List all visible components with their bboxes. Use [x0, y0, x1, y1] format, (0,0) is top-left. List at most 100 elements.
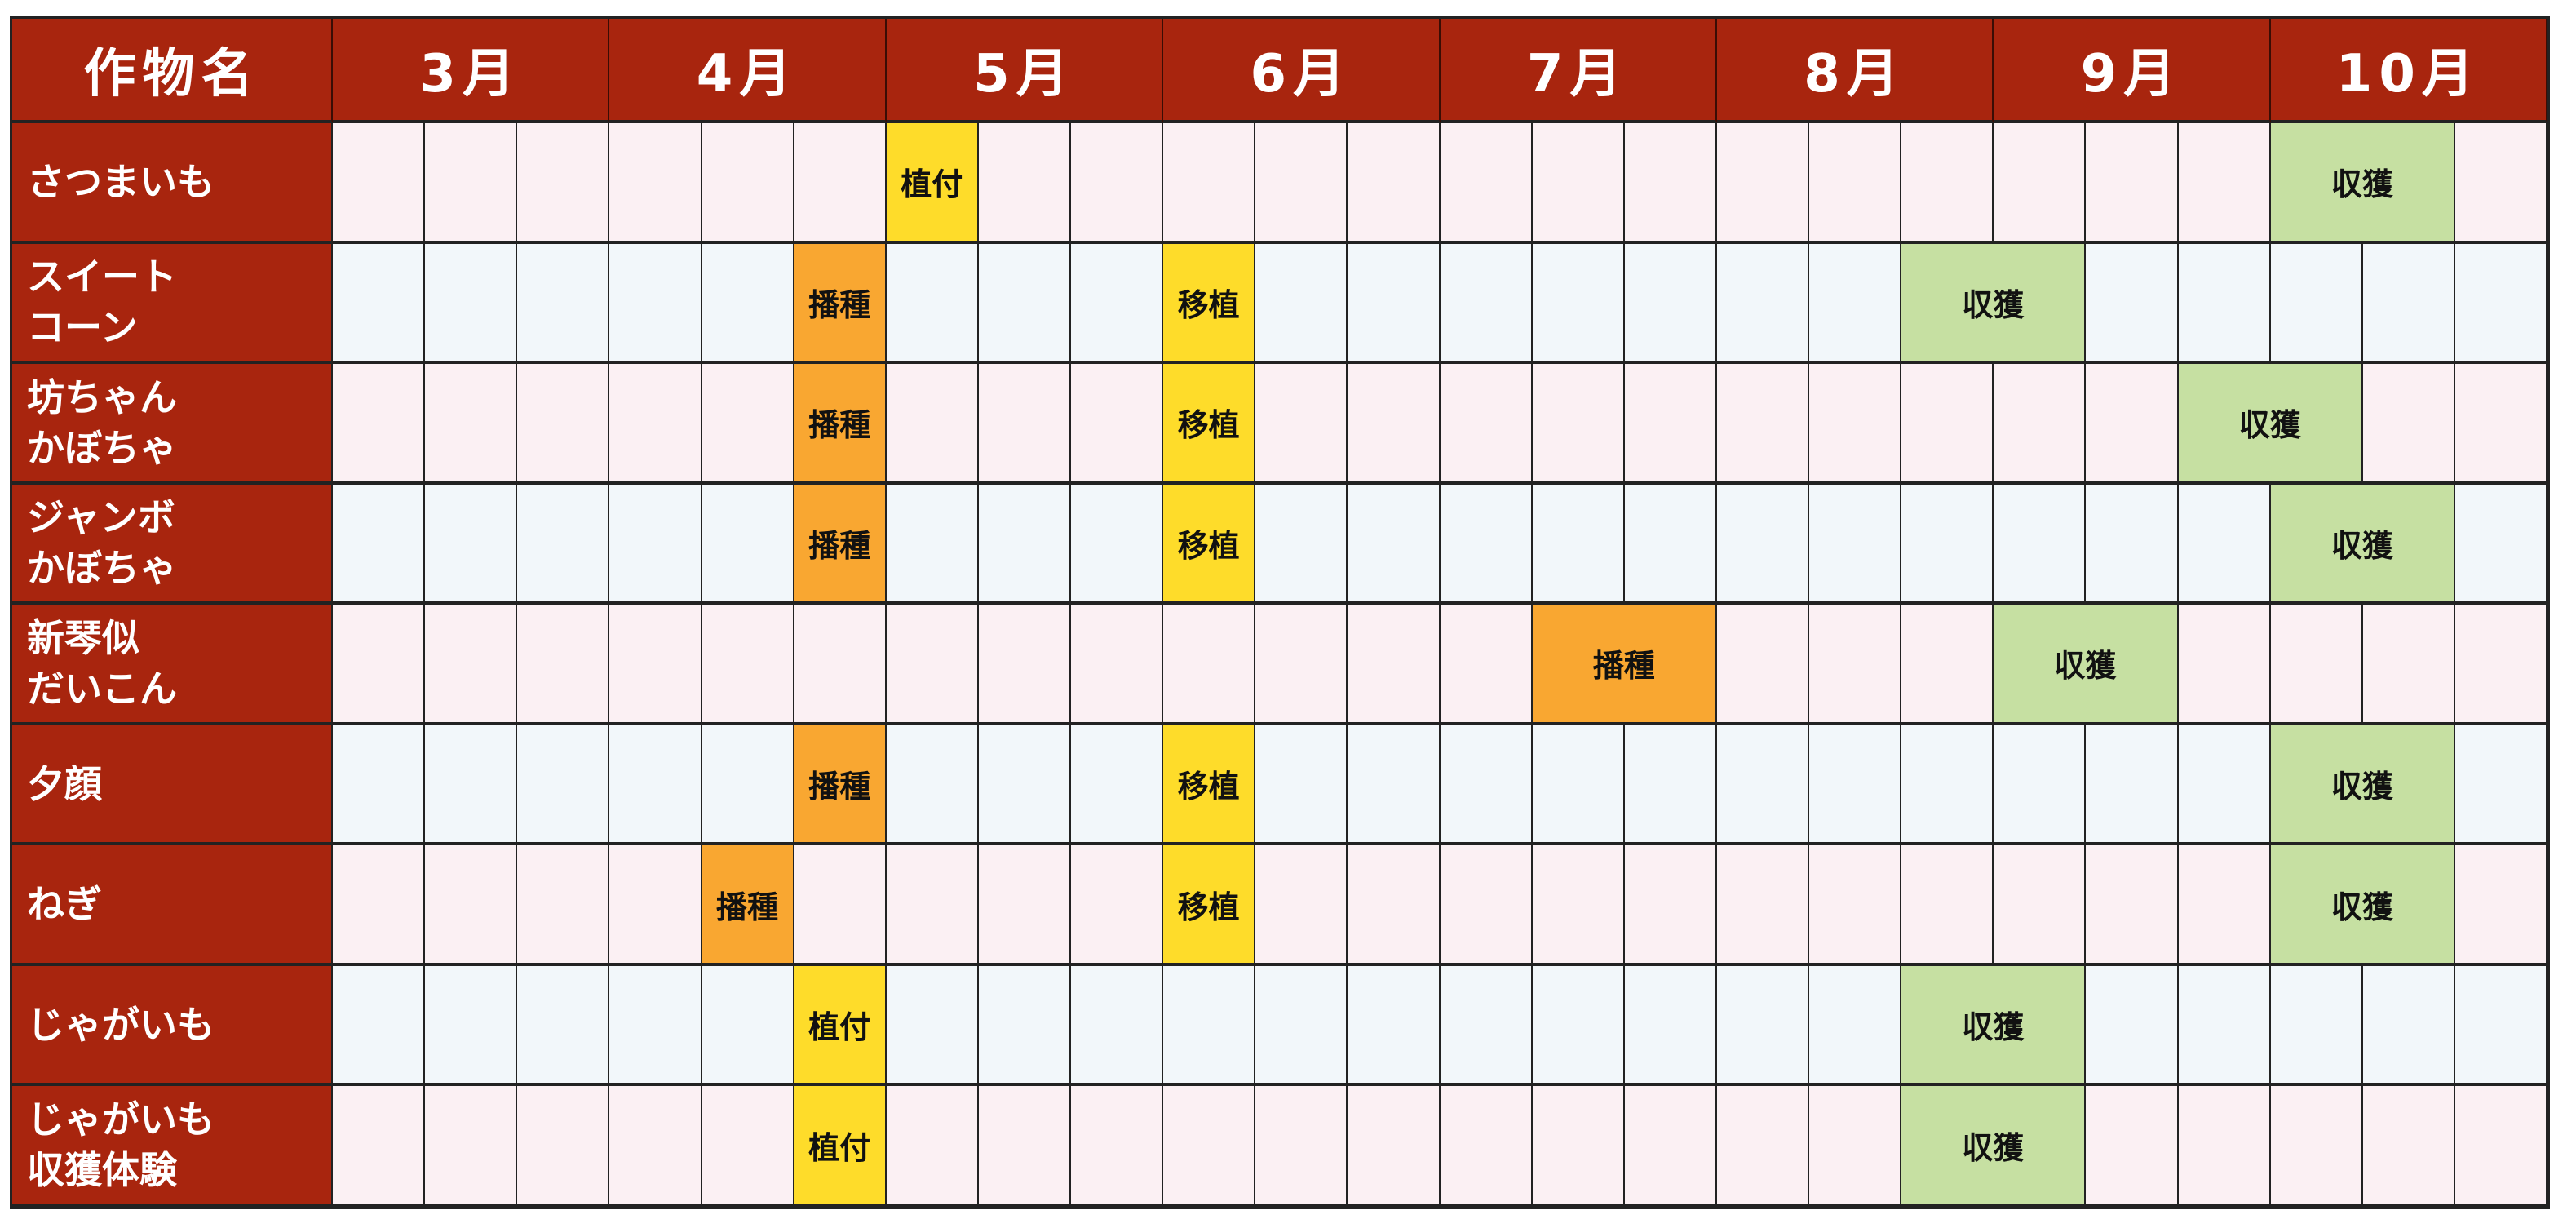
schedule-cell — [1163, 1086, 1256, 1207]
schedule-cell — [1624, 845, 1717, 966]
schedule-cell — [1348, 845, 1441, 966]
schedule-cell — [1716, 965, 1809, 1087]
crop-name: ジャンボ かぼちゃ — [12, 484, 333, 605]
schedule-cell — [2270, 243, 2363, 365]
schedule-cell — [1255, 845, 1348, 966]
schedule-cell — [2178, 243, 2271, 365]
schedule-cell — [1440, 965, 1533, 1087]
schedule-cell — [2086, 965, 2179, 1087]
schedule-cell — [1994, 484, 2087, 605]
schedule-cell — [1348, 243, 1441, 365]
schedule-cell — [886, 243, 979, 365]
event-収獲: 収獲 — [2270, 725, 2455, 846]
event-収獲: 収獲 — [1901, 1086, 2087, 1207]
crop-schedule-table: 作物名 3月 4月 5月 6月 7月 8月 9月 10月 さつまいも 植付 収獲 スイート コーン 播種… — [10, 16, 2550, 1209]
schedule-cell — [1809, 484, 1902, 605]
schedule-cell — [2454, 965, 2547, 1087]
schedule-cell — [1809, 123, 1902, 244]
schedule-cell — [978, 243, 1071, 365]
schedule-cell — [1994, 725, 2087, 846]
schedule-cell — [1716, 1086, 1809, 1207]
schedule-cell — [517, 364, 610, 485]
schedule-cell — [425, 364, 518, 485]
schedule-cell — [1532, 965, 1625, 1087]
schedule-cell — [2362, 605, 2455, 725]
schedule-cell — [886, 364, 979, 485]
schedule-cell — [2086, 845, 2179, 966]
schedule-cell — [978, 965, 1071, 1087]
schedule-cell — [1348, 364, 1441, 485]
schedule-cell — [1163, 965, 1256, 1087]
schedule-cell — [1071, 605, 1164, 725]
schedule-cell — [1071, 1086, 1164, 1207]
schedule-cell — [1716, 484, 1809, 605]
schedule-cell — [1440, 605, 1533, 725]
event-植付: 植付 — [886, 123, 979, 244]
schedule-cell — [1348, 605, 1441, 725]
schedule-cell — [1624, 965, 1717, 1087]
schedule-cell — [794, 123, 887, 244]
schedule-cell — [886, 605, 979, 725]
schedule-cell — [517, 965, 610, 1087]
event-収獲: 収獲 — [2178, 364, 2363, 485]
schedule-cell — [1624, 725, 1717, 846]
schedule-cell — [1901, 725, 1994, 846]
schedule-cell — [517, 605, 610, 725]
schedule-cell — [702, 1086, 794, 1207]
schedule-cell — [978, 484, 1071, 605]
schedule-cell — [794, 845, 887, 966]
schedule-cell — [517, 243, 610, 365]
schedule-cell — [702, 243, 794, 365]
schedule-cell — [1071, 123, 1164, 244]
schedule-cell — [1901, 484, 1994, 605]
schedule-cell — [2086, 364, 2179, 485]
schedule-cell — [333, 605, 426, 725]
schedule-cell — [333, 1086, 426, 1207]
schedule-cell — [978, 725, 1071, 846]
event-移植: 移植 — [1163, 243, 1256, 365]
schedule-cell — [425, 845, 518, 966]
schedule-cell — [2362, 243, 2455, 365]
schedule-cell — [702, 605, 794, 725]
schedule-cell — [2362, 1086, 2455, 1207]
schedule-cell — [1624, 484, 1717, 605]
crop-name: じゃがいも — [12, 965, 333, 1087]
schedule-cell — [425, 725, 518, 846]
schedule-cell — [886, 845, 979, 966]
schedule-cell — [1809, 364, 1902, 485]
schedule-cell — [1440, 123, 1533, 244]
schedule-cell — [1716, 243, 1809, 365]
schedule-cell — [1994, 364, 2087, 485]
schedule-cell — [1255, 123, 1348, 244]
schedule-cell — [2270, 605, 2363, 725]
crop-name: 夕顔 — [12, 725, 333, 846]
schedule-cell — [702, 123, 794, 244]
schedule-cell — [886, 725, 979, 846]
schedule-cell — [978, 1086, 1071, 1207]
month-header: 6月 — [1163, 19, 1441, 123]
schedule-cell — [333, 965, 426, 1087]
schedule-cell — [978, 605, 1071, 725]
event-移植: 移植 — [1163, 845, 1256, 966]
month-header: 10月 — [2270, 19, 2547, 123]
crop-name: 新琴似 だいこん — [12, 605, 333, 725]
schedule-cell — [1809, 965, 1902, 1087]
schedule-cell — [1440, 1086, 1533, 1207]
schedule-cell — [794, 605, 887, 725]
crop-name-header: 作物名 — [12, 19, 333, 123]
schedule-cell — [1532, 364, 1625, 485]
schedule-cell — [1901, 845, 1994, 966]
schedule-cell — [517, 123, 610, 244]
schedule-cell — [517, 1086, 610, 1207]
schedule-cell — [978, 845, 1071, 966]
schedule-cell — [1440, 725, 1533, 846]
schedule-cell — [1255, 364, 1348, 485]
schedule-cell — [425, 965, 518, 1087]
month-header: 3月 — [333, 19, 610, 123]
schedule-cell — [2178, 1086, 2271, 1207]
schedule-cell — [517, 484, 610, 605]
schedule-cell — [2454, 243, 2547, 365]
schedule-cell — [1624, 1086, 1717, 1207]
schedule-cell — [1348, 1086, 1441, 1207]
schedule-cell — [1532, 484, 1625, 605]
